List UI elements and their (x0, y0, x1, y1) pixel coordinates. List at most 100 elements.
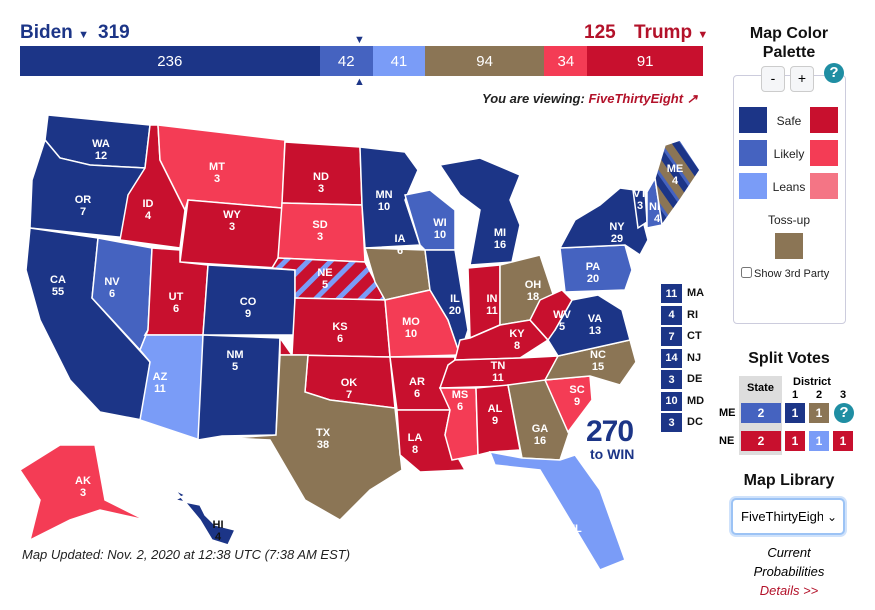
electoral-vote-bar: 236 42 41 94 34 91 (20, 46, 703, 76)
state-label-ev: 6 (109, 288, 115, 300)
state-label-ev: 10 (434, 229, 446, 241)
state-label-ev: 3 (214, 173, 220, 185)
split-cell-ne-0[interactable]: 2 (741, 431, 781, 451)
state-label-ev: 6 (397, 245, 403, 257)
split-votes-title: Split Votes (748, 350, 830, 367)
library-caption: Current Probabilities Details >> (730, 543, 848, 600)
split-cell-me-1[interactable]: 1 (785, 403, 805, 423)
state-wv[interactable] (529, 289, 573, 342)
bar-segment-safe_r: 91 (587, 46, 703, 76)
swatch-tossup[interactable] (775, 233, 803, 259)
small-state-nj[interactable]: 14 (661, 348, 682, 368)
split-state-label: NE (719, 435, 735, 447)
district-number: 1 (791, 389, 799, 401)
state-fl[interactable] (488, 451, 626, 571)
state-label-abbr: MN (375, 189, 392, 201)
state-mi[interactable] (438, 157, 521, 266)
state-label-abbr: WV (553, 309, 571, 321)
state-label-abbr: VT (633, 188, 647, 200)
state-label-ev: 3 (229, 221, 235, 233)
swatch-leans-d[interactable] (739, 173, 767, 199)
state-label-ev: 29 (611, 233, 623, 245)
swatch-leans-r[interactable] (810, 173, 838, 199)
small-state-ct[interactable]: 7 (661, 327, 682, 346)
us-map: WA12OR7CA55ID4NV6MT3WY3UT6AZ11CO9NM5ND3S… (18, 114, 701, 571)
split-cell-me-0[interactable]: 2 (741, 403, 781, 423)
split-state-label: ME (719, 407, 736, 419)
state-label-ev: 15 (592, 361, 604, 373)
state-label-abbr: WY (223, 209, 241, 221)
dem-candidate-dropdown[interactable]: Biden ▼ (20, 22, 89, 44)
state-label-ev: 11 (492, 372, 504, 384)
state-hi[interactable] (172, 489, 237, 546)
small-state-de[interactable]: 3 (661, 370, 682, 389)
state-label-abbr: MO (402, 316, 420, 328)
state-me[interactable] (654, 139, 701, 227)
small-state-dc[interactable]: 3 (661, 413, 682, 432)
caret-down-icon: ▼ (78, 29, 89, 41)
external-link-icon[interactable]: ↗ (686, 91, 698, 106)
small-state-ri[interactable]: 4 (661, 305, 682, 325)
split-cell-ne-3[interactable]: 1 (833, 431, 853, 451)
split-cell-ne-2[interactable]: 1 (809, 431, 829, 451)
details-link[interactable]: Details >> (759, 583, 819, 598)
state-label-ev: 3 (317, 231, 323, 243)
state-az[interactable] (139, 329, 204, 442)
third-party-toggle[interactable]: Show 3rd Party (741, 267, 829, 280)
third-party-checkbox[interactable] (741, 267, 752, 278)
state-ny[interactable] (558, 187, 649, 257)
split-cell-ne-1[interactable]: 1 (785, 431, 805, 451)
split-cell-me-2[interactable]: 1 (809, 403, 829, 423)
state-label-ev: 29 (569, 535, 581, 547)
state-label-abbr: CO (240, 296, 257, 308)
palette-plus-button[interactable]: + (790, 66, 814, 92)
state-label-ev: 4 (215, 531, 222, 543)
state-label-abbr: IN (487, 293, 498, 305)
state-label-ev: 10 (378, 201, 390, 213)
district-header: District (793, 376, 831, 388)
state-label-abbr: MT (209, 161, 225, 173)
help-icon[interactable]: ? (824, 63, 844, 83)
state-label-ev: 9 (492, 415, 498, 427)
state-label-abbr: SC (569, 384, 584, 396)
state-label-ev: 3 (637, 200, 643, 212)
selected-map: FiveThirtyEight (741, 509, 823, 524)
map-library-select[interactable]: FiveThirtyEight ⌄ (731, 498, 845, 535)
swatch-safe-d[interactable] (739, 107, 767, 133)
palette-box: Safe Likely Leans Toss-up Show 3rd Party (733, 75, 846, 324)
state-nm[interactable] (197, 334, 281, 441)
source-link[interactable]: FiveThirtyEight (588, 91, 684, 106)
state-label-abbr: PA (586, 261, 601, 273)
swatch-safe-r[interactable] (810, 107, 838, 133)
small-state-label: DC (687, 416, 703, 428)
logo-sub: to WIN (590, 446, 635, 462)
state-al[interactable] (475, 384, 521, 456)
rep-candidate-dropdown[interactable]: Trump ▼ (634, 22, 708, 44)
rep-total: 125 (584, 22, 616, 43)
state-label-ev: 6 (457, 401, 463, 413)
state-label-abbr: TN (491, 360, 506, 372)
palette-minus-button[interactable]: - (761, 66, 785, 92)
state-label-abbr: ME (667, 163, 684, 175)
state-label-ev: 20 (587, 273, 599, 285)
state-label-ev: 5 (322, 279, 328, 291)
third-party-label: Show 3rd Party (754, 268, 830, 280)
state-label-abbr: LA (408, 432, 423, 444)
state-label-abbr: TX (316, 427, 331, 439)
bar-segment-safe_d: 236 (20, 46, 320, 76)
state-ak[interactable] (18, 444, 146, 542)
state-label-abbr: KY (509, 328, 525, 340)
state-label-ev: 18 (527, 291, 539, 303)
state-tx[interactable] (229, 354, 403, 521)
leans-label: Leans (772, 180, 806, 194)
help-icon[interactable]: ? (834, 403, 854, 423)
state-label-ev: 8 (412, 444, 418, 456)
small-state-md[interactable]: 10 (661, 391, 682, 411)
state-label-abbr: NV (104, 276, 120, 288)
swatch-likely-d[interactable] (739, 140, 767, 166)
bar-segment-leans_d: 41 (372, 46, 425, 76)
state-label-abbr: AL (488, 403, 503, 415)
state-label-ev: 20 (449, 305, 461, 317)
small-state-ma[interactable]: 11 (661, 284, 682, 303)
swatch-likely-r[interactable] (810, 140, 838, 166)
